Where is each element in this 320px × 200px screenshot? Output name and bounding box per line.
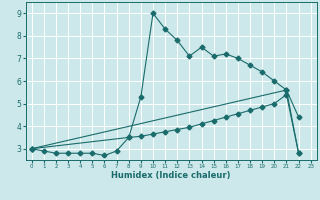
X-axis label: Humidex (Indice chaleur): Humidex (Indice chaleur) (111, 171, 231, 180)
